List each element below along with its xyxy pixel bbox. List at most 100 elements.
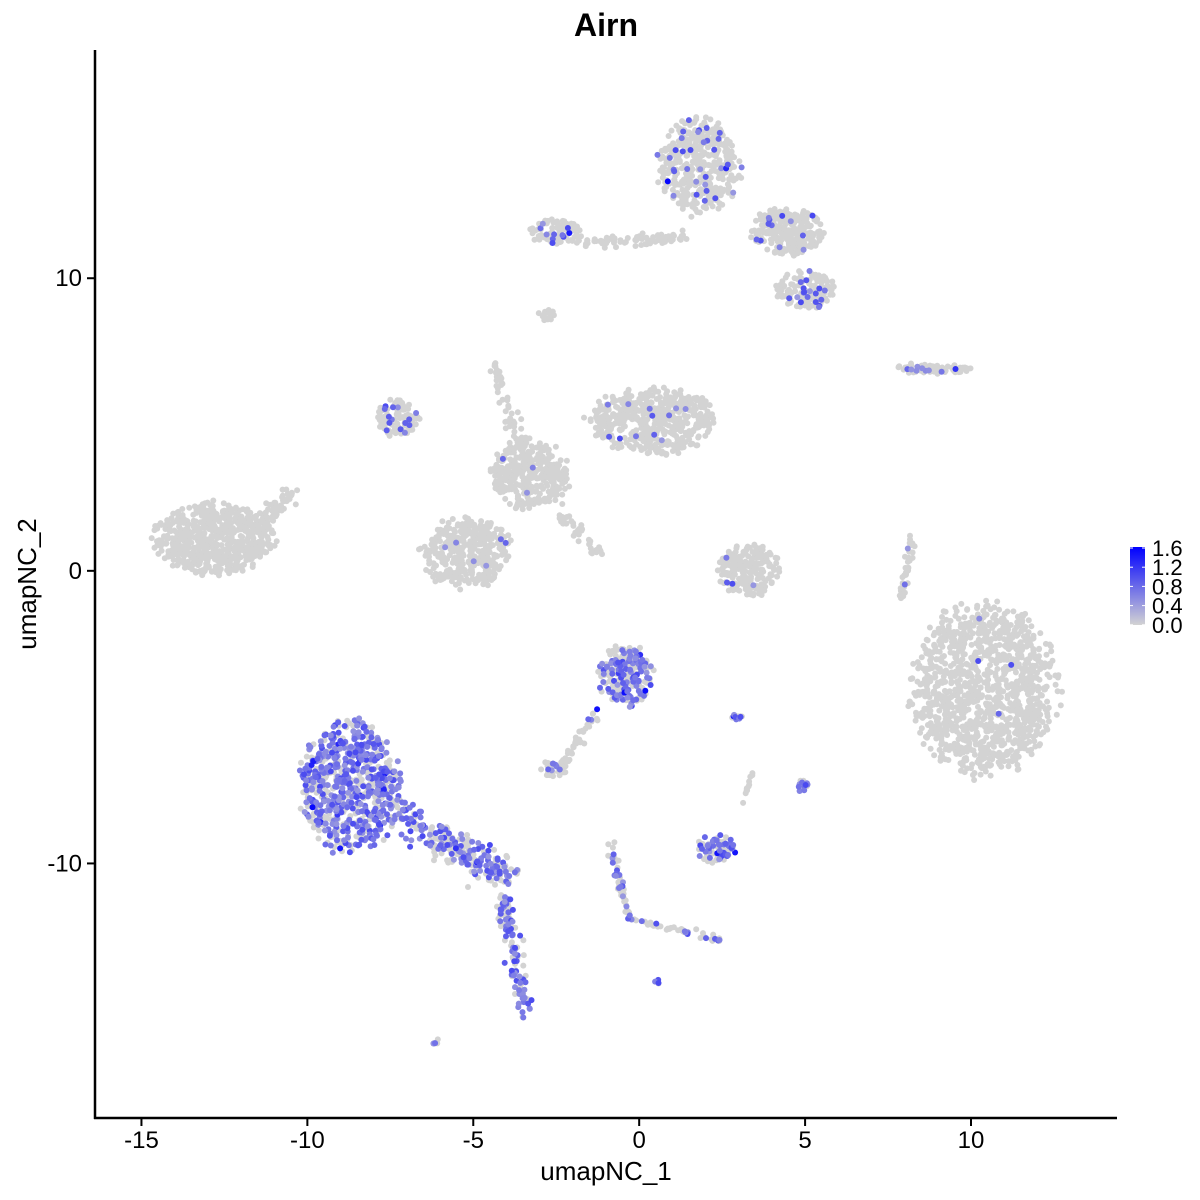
point bbox=[990, 734, 996, 741]
point bbox=[681, 176, 687, 183]
point bbox=[1038, 692, 1045, 699]
point bbox=[465, 558, 472, 565]
point bbox=[292, 501, 299, 508]
point bbox=[978, 750, 984, 757]
point bbox=[1035, 657, 1042, 663]
point bbox=[697, 209, 703, 216]
point bbox=[984, 636, 991, 642]
point bbox=[955, 707, 962, 714]
point bbox=[190, 517, 197, 524]
point bbox=[716, 559, 723, 566]
point bbox=[768, 572, 775, 579]
point bbox=[1002, 677, 1009, 684]
point bbox=[755, 551, 762, 558]
point bbox=[931, 368, 937, 375]
point bbox=[993, 682, 1000, 689]
point bbox=[178, 534, 185, 541]
point bbox=[495, 463, 502, 470]
point bbox=[262, 549, 269, 556]
point bbox=[443, 524, 450, 531]
point bbox=[829, 291, 836, 298]
point bbox=[226, 570, 233, 577]
point bbox=[548, 490, 555, 497]
point bbox=[958, 600, 965, 607]
point bbox=[468, 529, 475, 536]
point bbox=[977, 771, 984, 778]
point bbox=[449, 516, 456, 522]
point bbox=[668, 143, 675, 150]
point bbox=[1030, 682, 1036, 689]
point bbox=[465, 884, 471, 890]
point bbox=[521, 465, 528, 472]
point bbox=[927, 745, 934, 752]
point bbox=[996, 761, 1003, 768]
point bbox=[779, 278, 786, 285]
point bbox=[1010, 754, 1017, 761]
point bbox=[730, 177, 737, 184]
point bbox=[536, 232, 543, 239]
point bbox=[294, 487, 301, 494]
point bbox=[753, 231, 760, 238]
point bbox=[398, 399, 405, 406]
point bbox=[452, 554, 459, 561]
point bbox=[559, 480, 566, 487]
point bbox=[684, 190, 691, 197]
point bbox=[926, 624, 933, 631]
point bbox=[252, 514, 258, 521]
point bbox=[1028, 689, 1035, 696]
point bbox=[520, 962, 527, 969]
point bbox=[467, 522, 474, 529]
point bbox=[679, 227, 686, 234]
point bbox=[524, 452, 531, 459]
point bbox=[450, 532, 457, 539]
point bbox=[828, 286, 835, 293]
point bbox=[243, 557, 250, 564]
point bbox=[495, 472, 502, 479]
point bbox=[287, 492, 294, 499]
point bbox=[1037, 630, 1044, 637]
point bbox=[1029, 635, 1036, 642]
point bbox=[936, 648, 943, 655]
point bbox=[797, 270, 804, 277]
point bbox=[227, 506, 234, 513]
point bbox=[256, 544, 263, 551]
point bbox=[923, 705, 930, 712]
point bbox=[748, 234, 755, 241]
point bbox=[493, 526, 500, 533]
point bbox=[639, 391, 646, 398]
point bbox=[987, 662, 993, 669]
point bbox=[550, 312, 557, 319]
point bbox=[563, 520, 570, 527]
point bbox=[784, 271, 791, 278]
point bbox=[1017, 745, 1024, 752]
point bbox=[694, 158, 701, 165]
point bbox=[465, 580, 472, 586]
point bbox=[981, 755, 988, 762]
point bbox=[770, 232, 777, 239]
point bbox=[975, 636, 982, 643]
point bbox=[324, 815, 331, 822]
point bbox=[184, 545, 191, 552]
point bbox=[945, 702, 952, 709]
point bbox=[542, 315, 549, 322]
point bbox=[173, 518, 180, 525]
point bbox=[1018, 711, 1024, 718]
point bbox=[239, 567, 246, 574]
point bbox=[502, 495, 509, 502]
point bbox=[526, 457, 533, 464]
point bbox=[771, 211, 778, 218]
point bbox=[394, 804, 401, 811]
point bbox=[1046, 674, 1053, 681]
point bbox=[1034, 709, 1041, 716]
point bbox=[1047, 643, 1054, 650]
point bbox=[679, 434, 686, 441]
point bbox=[940, 673, 947, 680]
point bbox=[978, 739, 985, 746]
point bbox=[988, 705, 995, 712]
point bbox=[1039, 719, 1046, 725]
point bbox=[632, 237, 639, 243]
point bbox=[273, 538, 280, 545]
point bbox=[181, 529, 188, 536]
point bbox=[557, 457, 564, 464]
